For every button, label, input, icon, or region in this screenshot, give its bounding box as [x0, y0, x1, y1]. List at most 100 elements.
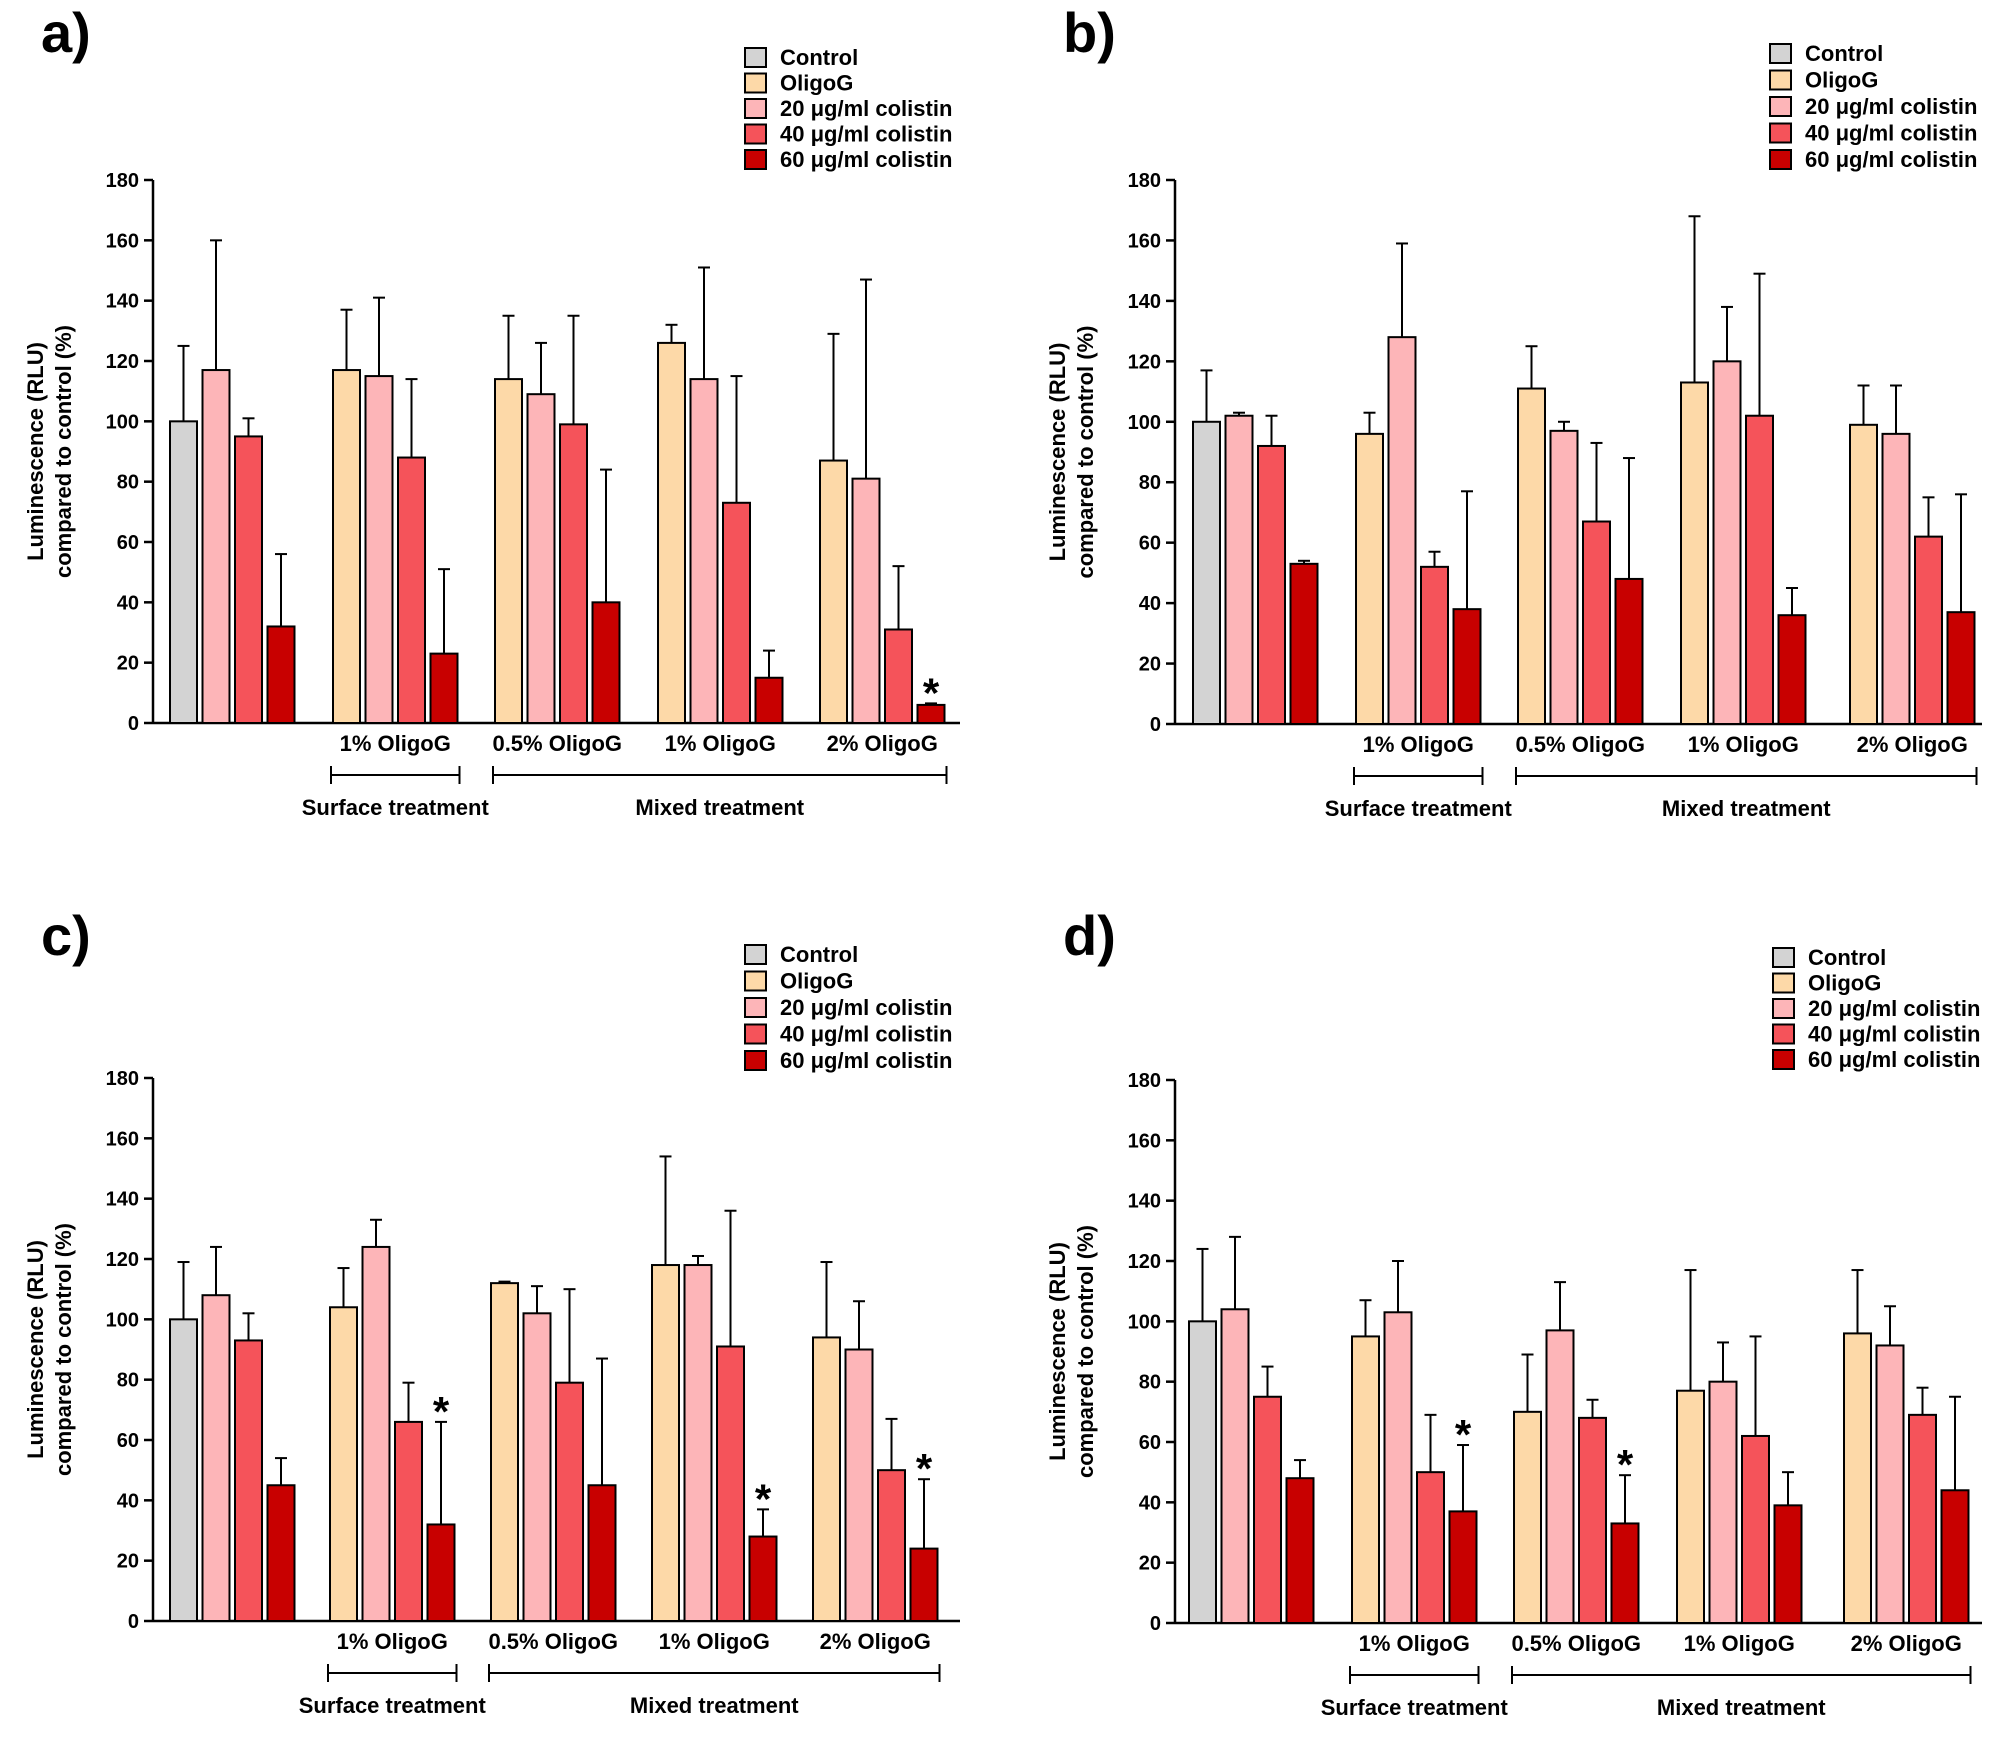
- legend-swatch: [744, 970, 767, 992]
- significance-asterisk: *: [433, 1388, 450, 1435]
- group-label: 0.5% OligoG: [1511, 1631, 1641, 1656]
- y-tick-label: 40: [1139, 593, 1161, 615]
- legend-label: 60 μg/ml colistin: [1808, 1047, 1980, 1072]
- bar: [526, 393, 556, 724]
- legend-swatch: [1772, 998, 1795, 1019]
- bar: [1875, 1344, 1905, 1624]
- y-tick-label: 60: [117, 1430, 139, 1452]
- panel-label: d): [1063, 904, 1116, 967]
- bar: [1355, 432, 1384, 725]
- bar: [494, 378, 523, 724]
- y-tick-label: 0: [1150, 1613, 1161, 1635]
- legend-swatch: [1772, 1023, 1795, 1045]
- bar: [1513, 1410, 1542, 1625]
- y-tick-label: 120: [1128, 351, 1161, 373]
- bar: [169, 420, 198, 724]
- legend-label: Control: [1805, 41, 1883, 66]
- bar: [651, 1264, 680, 1622]
- y-axis-title-line-1: Luminescence (RLU): [23, 342, 48, 561]
- group-label: 1% OligoG: [337, 1629, 448, 1654]
- legend-swatch: [1769, 96, 1792, 117]
- legend-swatch: [744, 1023, 767, 1045]
- group-label: 1% OligoG: [665, 731, 776, 756]
- y-tick-label: 60: [1139, 1432, 1161, 1454]
- legend-swatch: [1769, 69, 1792, 91]
- group-label: 0.5% OligoG: [492, 731, 622, 756]
- panel-label: a): [41, 1, 91, 64]
- bar: [332, 369, 361, 724]
- bar: [201, 369, 231, 724]
- bar: [426, 1523, 456, 1623]
- bar: [429, 652, 459, 724]
- legend-label: Control: [780, 942, 858, 967]
- legend-swatch: [1772, 1049, 1795, 1070]
- y-tick-label: 80: [1139, 1372, 1161, 1394]
- bar: [1420, 565, 1449, 725]
- bracket-label: Surface treatment: [302, 795, 490, 820]
- y-tick-label: 80: [117, 1370, 139, 1392]
- y-tick-label: 100: [106, 1309, 139, 1331]
- bar: [851, 477, 881, 724]
- y-axis-title-line-2: compared to control (%): [1073, 325, 1098, 578]
- legend-label: OligoG: [780, 71, 853, 96]
- bar: [1773, 1504, 1803, 1624]
- significance-asterisk: *: [1455, 1411, 1472, 1458]
- bar: [1582, 520, 1611, 725]
- group-label: 1% OligoG: [1363, 732, 1474, 757]
- legend-swatch: [744, 123, 767, 145]
- y-axis-title-line-2: compared to control (%): [51, 1223, 76, 1476]
- y-axis-title-line-1: Luminescence (RLU): [23, 1240, 48, 1459]
- bar: [1940, 1489, 1970, 1625]
- bar: [1224, 414, 1254, 725]
- bar: [1351, 1335, 1380, 1624]
- y-tick-label: 160: [106, 230, 139, 252]
- bar: [689, 378, 719, 724]
- legend-label: 40 μg/ml colistin: [780, 122, 952, 147]
- legend-label: 20 μg/ml colistin: [1808, 996, 1980, 1021]
- legend-swatch: [744, 997, 767, 1018]
- legend-label: OligoG: [1808, 971, 1881, 996]
- y-tick-label: 160: [1128, 1130, 1161, 1152]
- bar: [877, 1469, 906, 1622]
- bracket-label: Mixed treatment: [1662, 796, 1831, 821]
- bar: [1676, 1389, 1705, 1625]
- bar: [234, 1339, 263, 1622]
- bar: [716, 1345, 745, 1622]
- legend-swatch: [744, 98, 767, 119]
- bar: [266, 625, 296, 725]
- group-label: 0.5% OligoG: [488, 1629, 618, 1654]
- panel-label: b): [1063, 1, 1116, 64]
- bar: [490, 1282, 519, 1622]
- bar: [748, 1535, 778, 1622]
- legend-label: Control: [1808, 945, 1886, 970]
- legend-label: 40 μg/ml colistin: [1808, 1022, 1980, 1047]
- bar: [1452, 608, 1482, 726]
- y-tick-label: 140: [106, 291, 139, 313]
- bar: [329, 1306, 358, 1623]
- y-tick-label: 160: [106, 1128, 139, 1150]
- legend-label: 20 μg/ml colistin: [780, 995, 952, 1020]
- bar: [559, 423, 588, 724]
- bar: [722, 501, 751, 724]
- y-axis-title-line-2: compared to control (%): [51, 325, 76, 578]
- significance-asterisk: *: [755, 1475, 772, 1522]
- bar: [1192, 420, 1221, 725]
- legend-label: 60 μg/ml colistin: [1805, 147, 1977, 172]
- y-axis-title-line-1: Luminescence (RLU): [1045, 343, 1070, 562]
- bar: [1908, 1413, 1937, 1624]
- panel-label: c): [41, 904, 91, 967]
- bar: [1416, 1471, 1445, 1624]
- bracket-label: Surface treatment: [1321, 1695, 1509, 1720]
- bar: [1680, 381, 1709, 725]
- legend-label: OligoG: [1805, 68, 1878, 93]
- bracket-label: Mixed treatment: [1657, 1695, 1826, 1720]
- y-tick-label: 180: [1128, 1070, 1161, 1092]
- legend-swatch: [1769, 43, 1792, 64]
